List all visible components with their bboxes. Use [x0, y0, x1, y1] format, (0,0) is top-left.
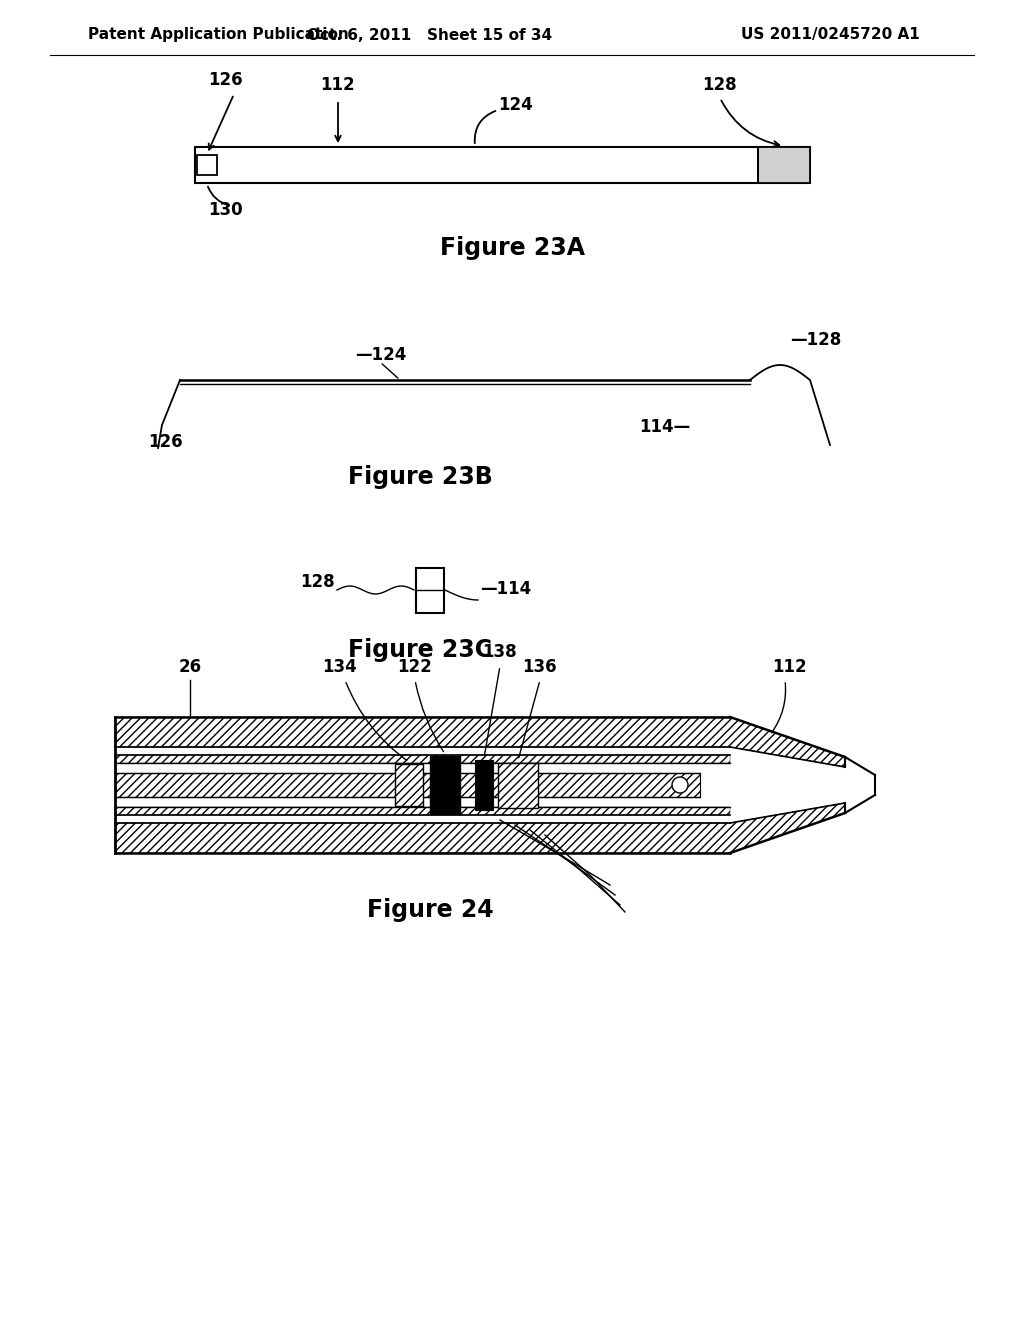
Bar — [195, 147, 810, 183]
Text: Figure 23B: Figure 23B — [347, 465, 493, 488]
Text: 26: 26 — [178, 657, 202, 676]
Text: 126: 126 — [208, 71, 243, 88]
Bar — [416, 568, 444, 612]
Text: —128: —128 — [790, 331, 842, 348]
Text: 128: 128 — [300, 573, 335, 591]
Bar — [498, 763, 538, 808]
Text: 138: 138 — [482, 643, 517, 661]
Bar — [395, 764, 423, 807]
Text: 136: 136 — [522, 657, 557, 676]
Bar — [197, 154, 217, 176]
Text: 112: 112 — [773, 657, 807, 676]
Text: 122: 122 — [397, 657, 432, 676]
Text: 112: 112 — [321, 77, 355, 94]
Text: Figure 23C: Figure 23C — [348, 638, 492, 663]
Text: Figure 23A: Figure 23A — [439, 236, 585, 260]
Text: —124: —124 — [355, 346, 407, 364]
Text: 130: 130 — [208, 201, 243, 219]
Text: Figure 24: Figure 24 — [367, 898, 494, 921]
Bar — [475, 760, 493, 810]
Polygon shape — [115, 717, 845, 767]
Text: 128: 128 — [702, 77, 737, 94]
Text: 114—: 114— — [639, 418, 690, 436]
Text: Patent Application Publication: Patent Application Publication — [88, 28, 349, 42]
Polygon shape — [115, 803, 845, 853]
Bar — [430, 756, 460, 814]
Text: 126: 126 — [147, 433, 182, 451]
Text: US 2011/0245720 A1: US 2011/0245720 A1 — [740, 28, 920, 42]
Text: —114: —114 — [480, 579, 531, 598]
Polygon shape — [115, 755, 730, 763]
Circle shape — [672, 777, 688, 793]
Text: 134: 134 — [323, 657, 357, 676]
Bar — [758, 147, 810, 183]
Polygon shape — [115, 807, 730, 814]
Text: 124: 124 — [498, 96, 532, 114]
Bar — [115, 774, 700, 797]
Text: Oct. 6, 2011   Sheet 15 of 34: Oct. 6, 2011 Sheet 15 of 34 — [307, 28, 553, 42]
